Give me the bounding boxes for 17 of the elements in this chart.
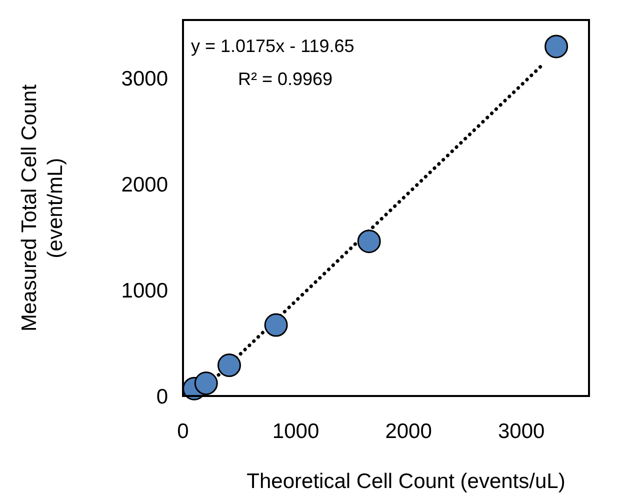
x-tick-label: 0	[177, 420, 189, 443]
point	[194, 372, 218, 396]
y-tick-label: 0	[156, 385, 168, 408]
y-tick-label: 3000	[121, 68, 168, 91]
annotation: R² = 0.9969	[238, 69, 333, 89]
point	[357, 230, 381, 254]
point	[544, 34, 568, 58]
x-tick-label: 1000	[272, 420, 320, 443]
annotation: y = 1.0175x - 119.65	[191, 36, 354, 56]
point	[264, 313, 288, 337]
x-tick-label: 3000	[498, 420, 545, 443]
x-tick-label: 2000	[385, 420, 432, 443]
x-axis-title: Theoretical Cell Count (events/uL)	[246, 470, 566, 493]
y-tick-label: 2000	[121, 174, 168, 197]
point	[217, 354, 241, 378]
y-tick-label: 1000	[121, 279, 168, 302]
y-axis-title: Measured Total Cell Count (event/mL)	[18, 84, 67, 332]
